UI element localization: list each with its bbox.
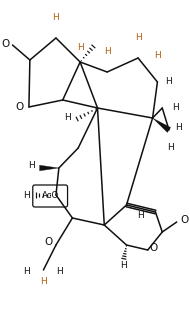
Text: AcO: AcO	[42, 191, 59, 201]
Text: O: O	[16, 102, 24, 112]
FancyBboxPatch shape	[33, 185, 68, 207]
Text: H: H	[77, 44, 83, 52]
Text: H: H	[135, 33, 142, 43]
Text: H: H	[23, 190, 30, 199]
Text: O: O	[150, 243, 158, 253]
Text: H: H	[104, 47, 111, 57]
Text: H: H	[167, 143, 174, 153]
Text: H: H	[165, 78, 172, 86]
Text: H: H	[53, 13, 59, 23]
Text: H: H	[137, 211, 143, 219]
Text: H: H	[56, 267, 63, 276]
Text: H: H	[175, 123, 182, 133]
Text: H: H	[28, 161, 35, 169]
Text: H: H	[120, 260, 127, 269]
Text: O: O	[45, 237, 53, 247]
Text: O: O	[181, 215, 189, 225]
Text: H: H	[23, 267, 30, 276]
Text: H: H	[154, 51, 161, 59]
Text: H: H	[40, 278, 47, 287]
Text: H: H	[172, 103, 179, 113]
Polygon shape	[40, 165, 59, 171]
Text: O: O	[1, 39, 10, 49]
Text: H: H	[64, 114, 70, 122]
Polygon shape	[153, 118, 171, 133]
